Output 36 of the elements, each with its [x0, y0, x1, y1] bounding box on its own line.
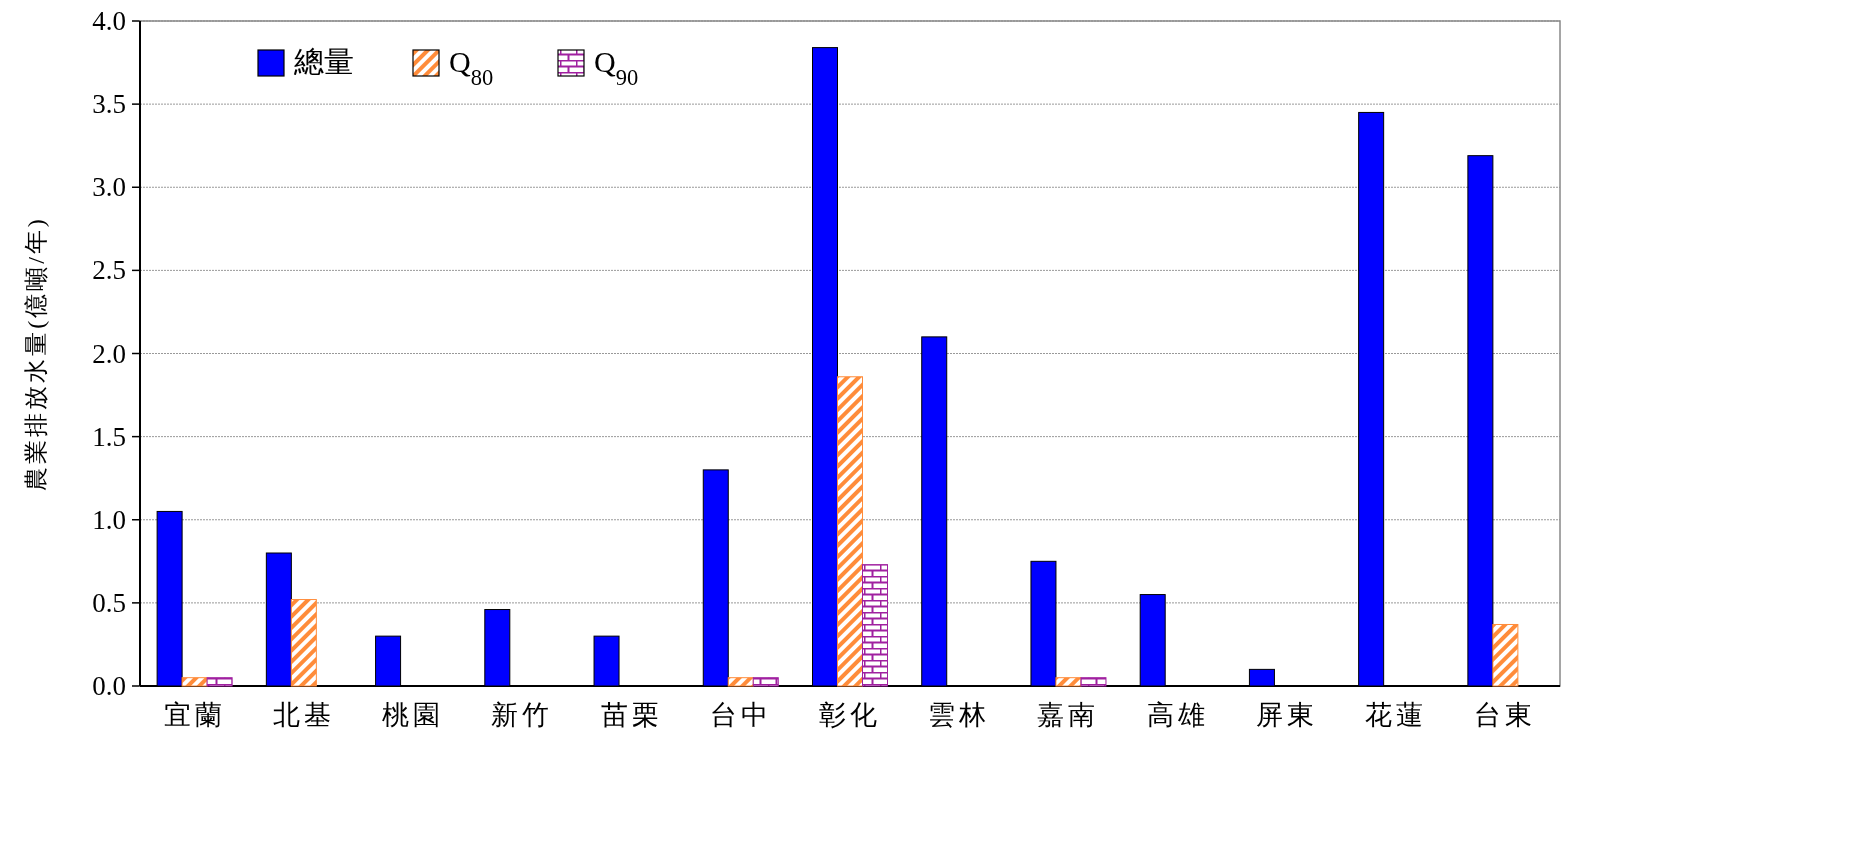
y-tick-label: 1.5 — [92, 421, 126, 452]
x-tick-label: 北基 — [272, 700, 335, 730]
bar — [862, 564, 888, 687]
y-tick-label: 3.5 — [92, 89, 126, 120]
y-tick-label: 1.0 — [92, 504, 126, 535]
bar — [752, 677, 779, 687]
x-tick-label: 雲林 — [928, 700, 991, 730]
y-tick-label: 3.0 — [92, 172, 126, 203]
x-tick-label: 新竹 — [491, 700, 554, 730]
x-tick-label: 宜蘭 — [163, 700, 226, 730]
y-tick-label: 0.0 — [92, 671, 126, 701]
bar — [181, 677, 208, 687]
y-tick-label: 2.0 — [92, 338, 126, 369]
x-tick-label: 嘉南 — [1037, 700, 1100, 730]
bar — [290, 599, 317, 687]
y-tick-label: 4.0 — [92, 6, 126, 36]
x-tick-label: 台中 — [709, 700, 772, 730]
x-tick-label: 彰化 — [819, 700, 881, 730]
bar — [206, 677, 233, 687]
bar — [727, 677, 754, 687]
x-tick-label: 花蓮 — [1365, 700, 1428, 730]
bar — [1492, 623, 1519, 687]
bar — [1055, 677, 1082, 687]
legend-label: 總量 — [293, 45, 354, 78]
y-tick-label: 0.5 — [92, 587, 126, 618]
x-tick-label: 桃園 — [382, 700, 445, 730]
legend-label: Q$_{80}$ — [449, 45, 494, 90]
y-axis-title: 農業排放水量(億噸/年) — [23, 216, 49, 491]
x-tick-label: 台東 — [1474, 700, 1537, 730]
x-tick-label: 苗栗 — [600, 700, 663, 730]
bar — [837, 376, 863, 687]
bar — [1080, 677, 1107, 687]
x-tick-label: 高雄 — [1146, 700, 1209, 730]
y-tick-label: 2.5 — [92, 255, 126, 286]
x-tick-label: 屏東 — [1255, 700, 1318, 730]
legend-label: Q$_{90}$ — [594, 45, 639, 90]
